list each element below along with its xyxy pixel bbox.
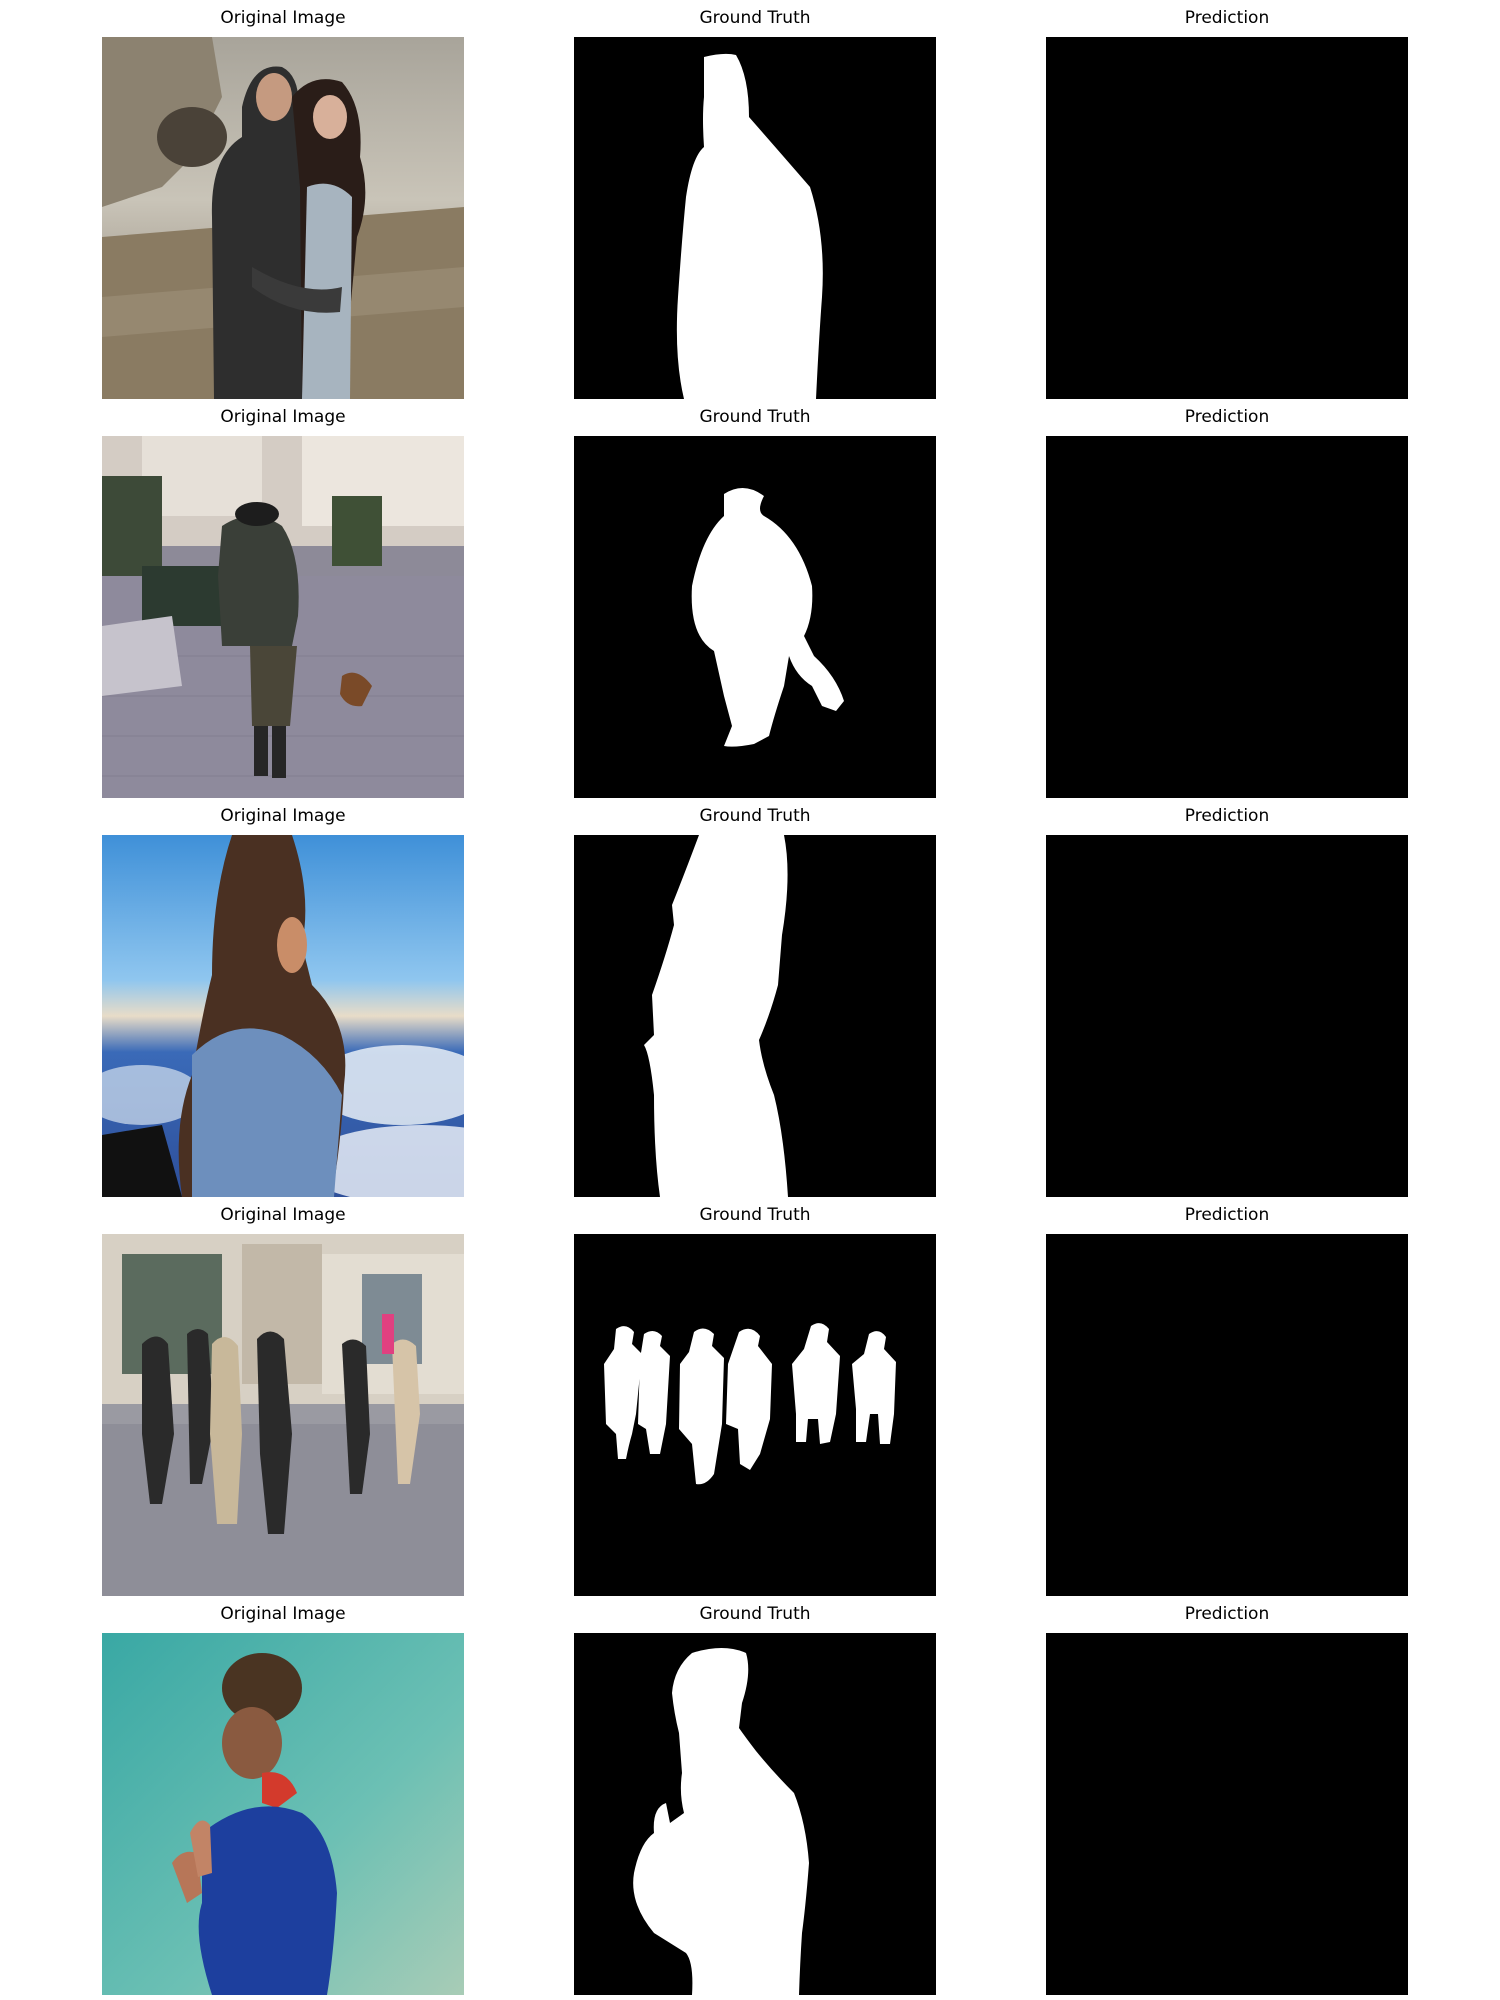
ground-truth-panel: Ground Truth (574, 798, 936, 1197)
prediction-mask (1046, 1633, 1408, 1995)
prediction-panel: Prediction (1046, 798, 1408, 1197)
prediction-panel: Prediction (1046, 399, 1408, 798)
original-image (102, 1633, 464, 1995)
prediction-panel: Prediction (1046, 0, 1408, 399)
ground-truth-mask (574, 37, 936, 399)
panel-title: Prediction (1184, 1604, 1270, 1624)
original-image-panel: Original Image (102, 0, 464, 399)
ground-truth-mask (574, 1234, 936, 1596)
panel-title: Original Image (220, 1604, 346, 1624)
panel-title: Prediction (1184, 8, 1270, 28)
panel-title: Prediction (1184, 407, 1270, 427)
original-image (102, 436, 464, 798)
result-row: Original Image (0, 399, 1500, 798)
ground-truth-panel: Ground Truth (574, 1197, 936, 1596)
panel-title: Ground Truth (699, 407, 811, 427)
panel-title: Ground Truth (699, 8, 811, 28)
panel-title: Ground Truth (699, 806, 811, 826)
original-image-panel: Original Image (102, 1596, 464, 1995)
prediction-panel: Prediction (1046, 1197, 1408, 1596)
original-image-panel: Original Image (102, 399, 464, 798)
prediction-mask (1046, 835, 1408, 1197)
ground-truth-panel: Ground Truth (574, 0, 936, 399)
prediction-mask (1046, 1234, 1408, 1596)
ground-truth-mask (574, 1633, 936, 1995)
panel-title: Original Image (220, 407, 346, 427)
panel-title: Original Image (220, 806, 346, 826)
prediction-panel: Prediction (1046, 1596, 1408, 1995)
original-image (102, 37, 464, 399)
original-image (102, 1234, 464, 1596)
prediction-mask (1046, 37, 1408, 399)
panel-title: Ground Truth (699, 1604, 811, 1624)
panel-title: Ground Truth (699, 1205, 811, 1225)
ground-truth-mask (574, 436, 936, 798)
result-row: Original Image Ground Truth (0, 798, 1500, 1197)
ground-truth-panel: Ground Truth (574, 399, 936, 798)
panel-title: Prediction (1184, 806, 1270, 826)
ground-truth-panel: Ground Truth (574, 1596, 936, 1995)
panel-title: Original Image (220, 8, 346, 28)
ground-truth-mask (574, 835, 936, 1197)
prediction-mask (1046, 436, 1408, 798)
original-image (102, 835, 464, 1197)
result-row: Original Image Gro (0, 1197, 1500, 1596)
panel-title: Prediction (1184, 1205, 1270, 1225)
result-row: Original Image Gro (0, 0, 1500, 399)
panel-title: Original Image (220, 1205, 346, 1225)
original-image-panel: Original Image (102, 1197, 464, 1596)
result-row: Original Image Ground Truth (0, 1596, 1500, 1995)
original-image-panel: Original Image (102, 798, 464, 1197)
